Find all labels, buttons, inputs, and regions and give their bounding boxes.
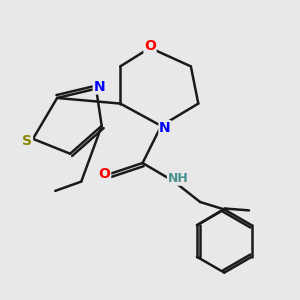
Text: O: O bbox=[144, 39, 156, 53]
Text: NH: NH bbox=[167, 172, 188, 185]
Text: S: S bbox=[22, 134, 32, 148]
Text: O: O bbox=[99, 167, 111, 181]
Text: N: N bbox=[159, 121, 171, 135]
Text: N: N bbox=[93, 80, 105, 94]
